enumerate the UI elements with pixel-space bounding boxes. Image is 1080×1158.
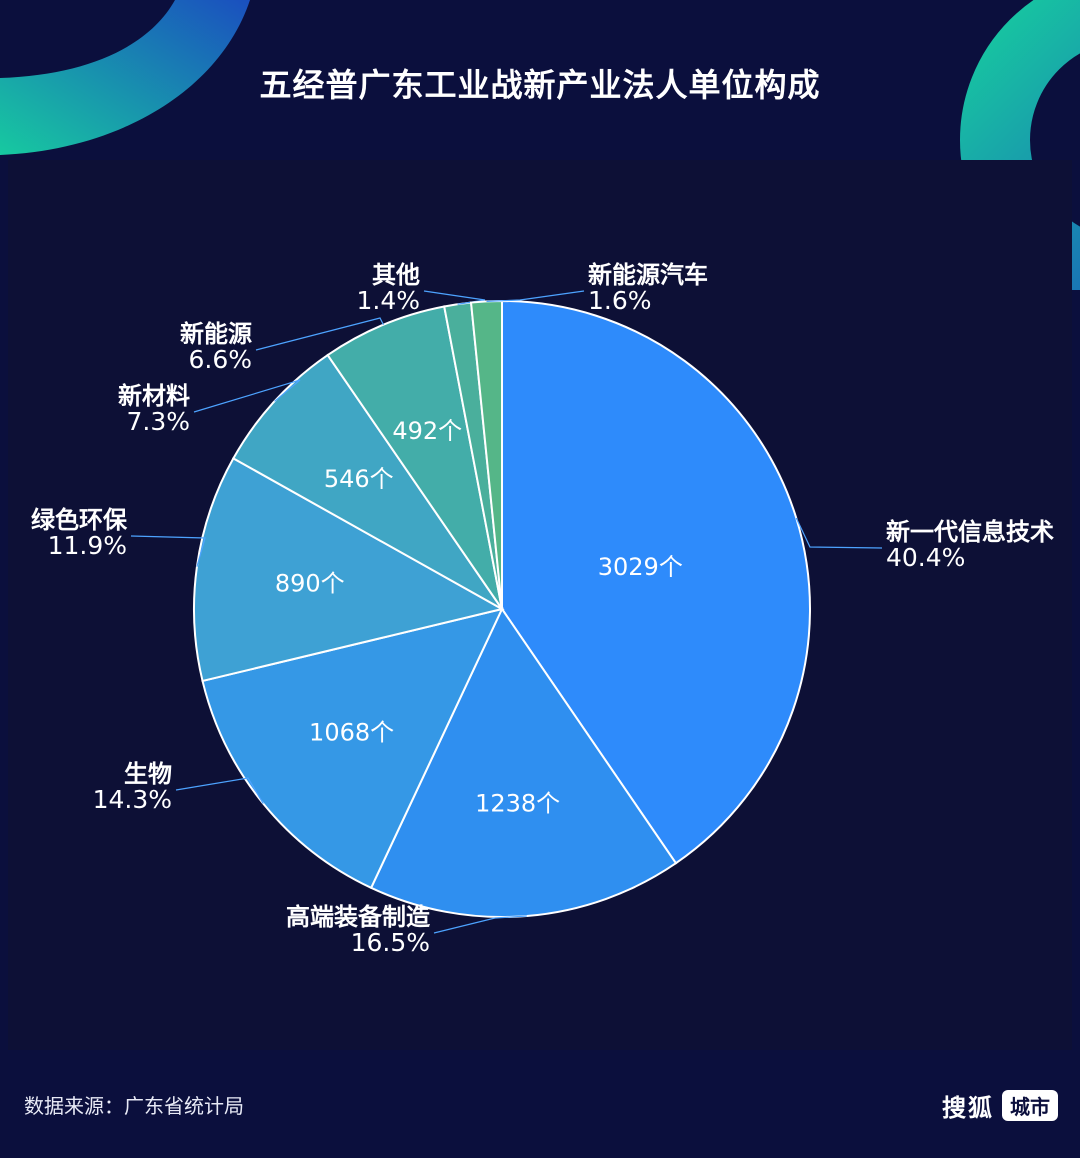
leader-line-0 [795, 517, 883, 549]
top-left-arc-decoration [0, 0, 250, 155]
slice-percent-label-1: 16.5% [351, 928, 430, 957]
slice-name-label-7: 新能源汽车 [588, 261, 708, 289]
slice-name-label-1: 高端装备制造 [286, 903, 430, 931]
slice-count-label-5: 492个 [392, 417, 462, 445]
slice-percent-label-5: 6.6% [188, 345, 252, 374]
data-source: 数据来源：广东省统计局 [24, 1094, 244, 1118]
top-right-ring-decoration [960, 0, 1080, 290]
slice-count-label-3: 890个 [275, 569, 345, 597]
slice-count-label-2: 1068个 [309, 719, 394, 747]
slice-percent-label-7: 1.6% [588, 286, 652, 315]
leader-line-1 [433, 915, 527, 934]
slice-percent-label-2: 14.3% [93, 785, 172, 814]
slice-name-label-5: 新能源 [180, 320, 252, 348]
slice-name-label-3: 绿色环保 [31, 506, 128, 534]
slice-name-label-6: 其他 [372, 261, 420, 289]
slice-name-label-4: 新材料 [118, 382, 190, 410]
slice-count-label-4: 546个 [324, 465, 394, 493]
leader-line-6 [423, 290, 486, 305]
slice-percent-label-4: 7.3% [126, 407, 190, 436]
brand-tag: 城市 [1002, 1090, 1058, 1121]
chart-title: 五经普广东工业战新产业法人单位构成 [259, 66, 821, 104]
leader-line-3 [130, 535, 206, 567]
brand-name: 搜狐 [942, 1094, 994, 1122]
leader-line-5 [255, 317, 384, 351]
slice-percent-label-0: 40.4% [886, 543, 965, 572]
slice-name-label-2: 生物 [124, 760, 172, 788]
leader-line-4 [193, 379, 301, 413]
slice-percent-label-6: 1.4% [356, 286, 420, 315]
slice-percent-label-3: 11.9% [48, 531, 127, 560]
slice-count-label-1: 1238个 [475, 789, 560, 817]
leader-line-2 [175, 777, 264, 804]
slice-count-label-0: 3029个 [598, 553, 683, 581]
brand-logo: 搜狐 城市 [942, 1088, 1058, 1123]
slice-name-label-0: 新一代信息技术 [886, 518, 1054, 546]
leader-line-7 [486, 290, 585, 302]
